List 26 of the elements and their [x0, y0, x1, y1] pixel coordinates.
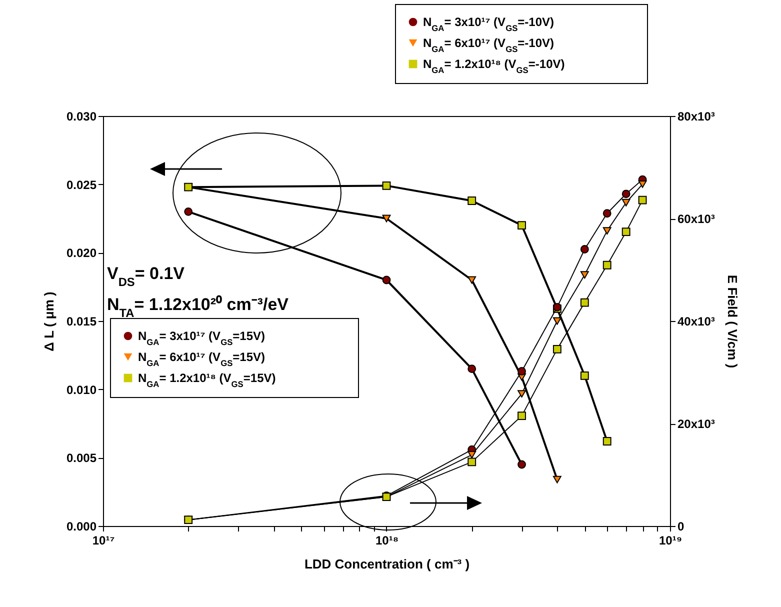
x-tick-label: 10¹⁷ [92, 534, 115, 548]
y-tick-label: 0.000 [66, 520, 97, 534]
legend-label: N$_{GA}$= 6x10¹⁷ (V$_{GS}$=-10V) [423, 36, 554, 54]
y-tick-label: 0.020 [66, 246, 97, 260]
y-tick-label: 0.010 [66, 382, 97, 397]
legend-label: N$_{GA}$= 1.2x10¹⁸ (V$_{GS}$=-10V) [423, 57, 565, 75]
y2-tick-label: 0 [678, 520, 684, 534]
annotation: V$_{DS}$= 0.1V [107, 264, 186, 289]
legend-label: N$_{GA}$= 1.2x10¹⁸ (V$_{GS}$=15V) [138, 371, 276, 389]
y-tick-label: 0.005 [66, 451, 97, 466]
x-axis-title: LDD Concentration ( cm⁻³ ) [304, 556, 470, 572]
legend-label: N$_{GA}$= 6x10¹⁷ (V$_{GS}$=15V) [138, 350, 266, 368]
y2-tick-label: 60x10³ [678, 212, 715, 226]
y-tick-label: 0.025 [66, 178, 97, 192]
legend-label: N$_{GA}$= 3x10¹⁷ (V$_{GS}$=-10V) [423, 15, 554, 33]
x-tick-label: 10¹⁸ [375, 534, 399, 548]
y2-tick-label: 80x10³ [678, 110, 715, 124]
y2-axis-title: E Field ( V/cm ) [724, 274, 740, 368]
y-tick-label: 0.030 [66, 110, 97, 124]
annotation: N$_{TA}$= 1.12x10²⁰ cm⁻³/eV [107, 295, 290, 320]
y-axis-title: Δ L ( μm ) [41, 292, 56, 352]
x-tick-label: 10¹⁹ [658, 534, 682, 548]
legend-label: N$_{GA}$= 3x10¹⁷ (V$_{GS}$=15V) [138, 329, 266, 347]
y2-tick-label: 20x10³ [678, 417, 715, 431]
y2-tick-label: 40x10³ [678, 314, 715, 328]
y-tick-label: 0.015 [66, 314, 97, 328]
